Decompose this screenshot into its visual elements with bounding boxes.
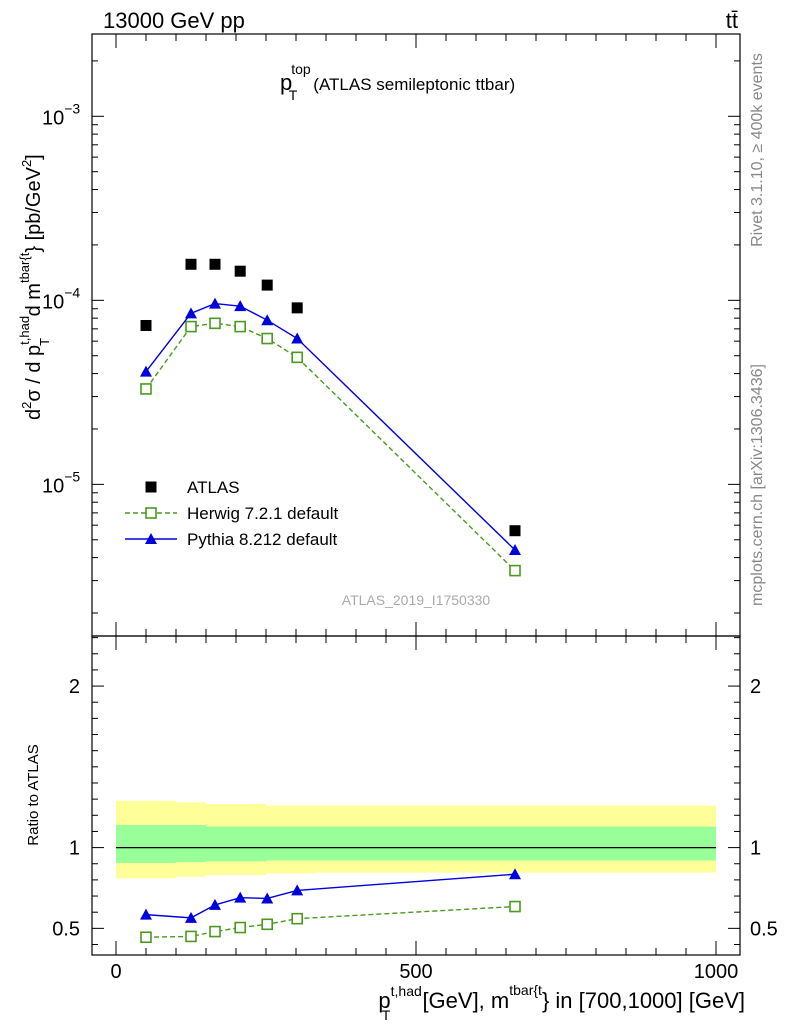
- data-point-open-square: [140, 931, 152, 944]
- data-point-square: [140, 319, 152, 331]
- data-point-triangle: [291, 332, 304, 344]
- data-point-square: [185, 258, 197, 270]
- rivet-version-label: Rivet 3.1.10, ≥ 400k events: [749, 53, 766, 247]
- ratio-band-green: [266, 826, 296, 861]
- x-tick-label: 0: [110, 961, 121, 983]
- mcplots-source-label: mcplots.cern.ch [arXiv:1306.3436]: [749, 364, 766, 606]
- ratio-band-green: [236, 826, 266, 862]
- data-point-triangle: [261, 314, 274, 326]
- ratio-panel: 0 500 1000 0.5 0.5 1 1 2 2: [52, 635, 778, 983]
- ratio-y-tick-label-right: 1: [750, 838, 761, 860]
- legend-label: Pythia 8.212 default: [187, 530, 338, 549]
- data-point-triangle: [291, 884, 304, 896]
- title-subscript: T: [289, 87, 298, 103]
- data-point-open-square: [209, 925, 221, 938]
- process-label: tt̄: [726, 8, 738, 33]
- ratio-y-tick-label: 0.5: [52, 918, 80, 940]
- data-point-square: [509, 525, 521, 537]
- x-axis-label: pt,had T [GeV], mtbar{t} in [700,1000] [G…: [378, 982, 745, 1023]
- y-tick-label: 10−4: [42, 284, 80, 313]
- data-point-open-square: [209, 317, 221, 330]
- x-tick-label: 1000: [694, 961, 739, 983]
- data-point-square: [291, 302, 303, 314]
- data-point-square: [234, 265, 246, 277]
- title-suffix: (ATLAS semileptonic ttbar): [313, 75, 515, 94]
- data-point-triangle: [509, 868, 521, 880]
- data-point-open-square: [185, 930, 197, 943]
- data-point-square: [209, 258, 221, 270]
- data-point-triangle: [185, 307, 197, 319]
- collision-energy-label: 13000 GeV pp: [103, 8, 245, 33]
- data-point-open-square: [234, 320, 246, 333]
- data-point-open-square: [261, 332, 274, 345]
- data-point-triangle: [140, 908, 152, 920]
- ratio-y-axis-label: Ratio to ATLAS: [25, 744, 42, 845]
- data-point-square: [261, 279, 273, 291]
- data-point-open-square: [185, 320, 197, 333]
- y-tick-label: 10−5: [42, 468, 80, 497]
- data-point-triangle: [145, 533, 157, 544]
- ratio-band-green: [314, 826, 716, 861]
- ratio-band-green: [206, 826, 236, 862]
- main-title: ptop T (ATLAS semileptonic ttbar): [280, 61, 515, 103]
- ratio-series-line: [145, 873, 516, 919]
- data-point-triangle: [209, 898, 221, 910]
- ratio-y-tick-label: 2: [69, 676, 80, 698]
- legend-label: ATLAS: [187, 478, 240, 497]
- data-point-open-square: [509, 564, 521, 577]
- data-point-open-square: [291, 351, 304, 364]
- ratio-series-line: [145, 905, 516, 938]
- ratio-y-tick-label: 1: [69, 838, 80, 860]
- data-point-triangle: [261, 892, 274, 904]
- data-point-triangle: [509, 543, 521, 555]
- title-main: p: [280, 70, 292, 95]
- data-point-triangle: [234, 891, 247, 903]
- ratio-band-green: [176, 824, 206, 863]
- main-y-axis-label: d2σ / d pt,had T d mtbar{t} [pb/GeV2]: [17, 154, 52, 420]
- ratio-band-green: [116, 824, 176, 863]
- data-point-open-square: [140, 383, 152, 395]
- data-point-open-square: [291, 912, 304, 925]
- main-panel: 10−3 10−4 10−5 ATLAS Herwig 7.2.1 default Pyt…: [42, 33, 741, 637]
- analysis-id-label: ATLAS_2019_I1750330: [342, 592, 491, 608]
- data-point-triangle: [185, 911, 197, 923]
- x-tick-label: 500: [399, 961, 432, 983]
- data-point-triangle: [209, 297, 221, 309]
- ratio-y-tick-label-right: 0.5: [750, 918, 778, 940]
- data-point-triangle: [234, 300, 247, 312]
- data-point-open-square: [261, 918, 274, 931]
- ratio-band-green: [296, 826, 314, 861]
- data-point-open-square: [234, 921, 246, 934]
- data-point-open-square: [145, 507, 157, 519]
- data-point-triangle: [140, 365, 152, 377]
- title-superscript: top: [291, 61, 311, 77]
- ratio-y-tick-label-right: 2: [750, 676, 761, 698]
- ratio-frame: [91, 635, 741, 956]
- y-tick-label: 10−3: [42, 100, 80, 129]
- data-point-square: [145, 481, 157, 493]
- legend-label: Herwig 7.2.1 default: [187, 504, 338, 523]
- data-point-open-square: [509, 900, 521, 913]
